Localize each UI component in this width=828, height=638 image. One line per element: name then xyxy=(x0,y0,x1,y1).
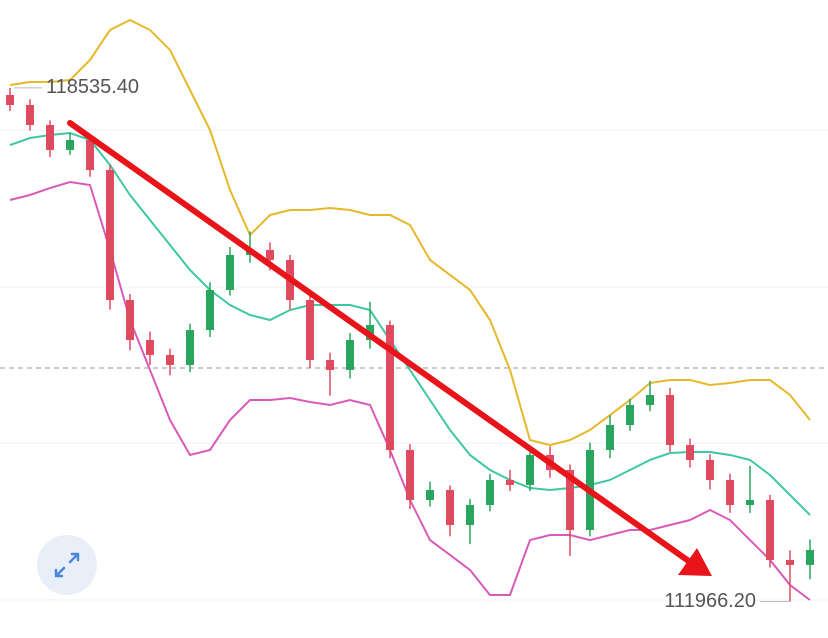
candle-body xyxy=(426,489,434,501)
candle-body xyxy=(646,394,654,406)
candle-body xyxy=(346,340,354,370)
band-line xyxy=(9,18,811,447)
candle-body xyxy=(26,105,34,126)
candle-body xyxy=(186,330,194,365)
candle-body xyxy=(266,249,274,260)
candle-body xyxy=(606,425,614,450)
candle-body xyxy=(106,169,114,301)
candle-body xyxy=(626,405,634,426)
candle-body xyxy=(666,394,674,446)
candle-body xyxy=(306,300,314,360)
candle-body xyxy=(406,449,414,501)
arrow-shaft xyxy=(67,120,693,565)
candle-body xyxy=(166,354,174,365)
candle-body xyxy=(486,479,494,506)
band-line xyxy=(9,131,811,516)
band-line xyxy=(9,180,811,601)
candle-body xyxy=(466,505,474,526)
candle-body xyxy=(386,325,394,450)
candle-body xyxy=(326,359,334,370)
candle-body xyxy=(206,289,214,331)
expand-button[interactable] xyxy=(37,535,97,595)
candle-body xyxy=(806,549,814,565)
candle-body xyxy=(706,459,714,480)
candle-body xyxy=(66,140,74,150)
candle-body xyxy=(566,469,574,531)
price-marker-label: 118535.40 xyxy=(46,76,139,98)
candle-body xyxy=(6,94,14,106)
expand-icon[interactable] xyxy=(54,552,80,578)
candle-body xyxy=(526,454,534,485)
arrow-head xyxy=(678,548,712,576)
candle-body xyxy=(746,500,754,506)
candle-body xyxy=(146,340,154,355)
candle-body xyxy=(766,500,774,560)
expand-circle[interactable] xyxy=(37,535,97,595)
candle-body xyxy=(686,445,694,460)
trend-arrow xyxy=(67,120,712,576)
candle-body xyxy=(126,300,134,341)
candle-body xyxy=(786,559,794,565)
candle-body xyxy=(226,254,234,290)
candle-body xyxy=(446,489,454,526)
price-marker-label: 111966.20 xyxy=(664,590,756,612)
candle-body xyxy=(46,125,54,150)
candle-body xyxy=(86,140,94,170)
candle-body xyxy=(726,479,734,506)
candle-body xyxy=(506,479,514,485)
